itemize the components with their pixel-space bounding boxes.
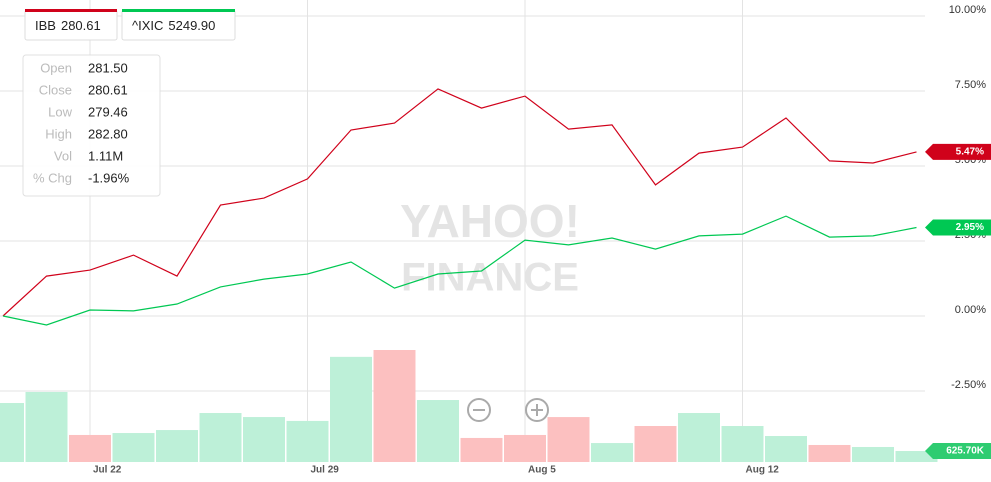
tooltip-label: High: [45, 126, 72, 141]
legend-color: [25, 9, 117, 12]
tooltip-label: % Chg: [33, 170, 72, 185]
y-tick-label: -2.50%: [951, 379, 986, 391]
tooltip: [22, 54, 161, 197]
volume-bar: [895, 451, 938, 462]
series-line: [2, 215, 917, 326]
tooltip-value: 1.11M: [88, 148, 123, 163]
tooltip-label: Close: [39, 82, 72, 97]
x-tick-label: Aug 12: [746, 465, 780, 476]
volume-bar: [765, 436, 807, 462]
tooltip-value: 280.61: [88, 82, 128, 97]
tooltip-label: Open: [40, 60, 72, 75]
end-tag: [925, 143, 991, 160]
volume-bar: [286, 420, 329, 462]
end-label: 2.95%: [956, 222, 984, 233]
legend-quote: 5249.90: [168, 18, 215, 33]
volume-bar: [156, 430, 198, 462]
legend-label: IBB 280.61: [35, 18, 101, 33]
volume-bar: [0, 403, 24, 462]
volume-bar: [634, 426, 677, 462]
y-tick-label: 10.00%: [949, 4, 987, 16]
x-tick-label: Jul 29: [311, 465, 340, 476]
y-tick-label: 7.50%: [955, 79, 986, 91]
volume-bar: [330, 356, 372, 462]
volume-bar: [25, 391, 68, 462]
tooltip-value: 282.80: [88, 126, 128, 141]
series-line: [2, 88, 917, 317]
volume-label: 625.70K: [946, 446, 985, 457]
volume-bar: [504, 434, 546, 462]
legend-name: IBB: [35, 18, 56, 33]
legend-label: ^IXIC 5249.90: [132, 18, 215, 33]
volume-bar: [373, 350, 416, 462]
volume-bar: [721, 426, 764, 462]
x-tick-label: Aug 5: [528, 465, 556, 476]
volume-bar: [243, 417, 285, 462]
volume-bar: [199, 413, 242, 462]
zoom-in[interactable]: [525, 398, 549, 422]
legend-quote: 280.61: [61, 18, 101, 33]
end-label: 5.47%: [956, 147, 984, 158]
legend-name: ^IXIC: [132, 18, 163, 33]
x-tick-label: Jul 22: [93, 465, 122, 476]
zoom-out[interactable]: [467, 398, 491, 422]
tooltip-label: Low: [48, 104, 72, 119]
legend-color: [122, 9, 235, 12]
volume-bar: [112, 433, 155, 462]
watermark: YAHOO!: [400, 195, 580, 247]
volume-bar: [852, 446, 894, 462]
volume-bar: [808, 444, 851, 462]
y-tick-label: 0.00%: [955, 304, 986, 316]
watermark: FINANCE: [401, 256, 579, 300]
volume-bar: [417, 400, 459, 462]
volume-bar: [591, 443, 633, 462]
volume-bar: [69, 434, 111, 462]
tooltip-value: 281.50: [88, 60, 128, 75]
end-tag: [925, 219, 991, 236]
tooltip-value: -1.96%: [88, 170, 130, 185]
volume-bar: [460, 437, 503, 462]
volume-tag: [925, 443, 991, 460]
tooltip-value: 279.46: [88, 104, 128, 119]
volume-bar: [547, 417, 590, 462]
volume-bar: [678, 413, 720, 462]
tooltip-label: Vol: [54, 148, 72, 163]
